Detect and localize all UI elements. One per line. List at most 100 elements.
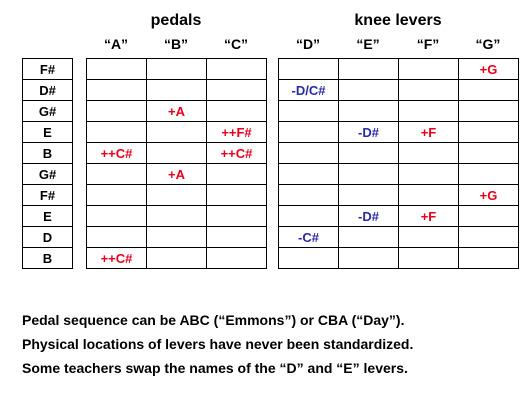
change-cell [86,226,147,248]
change-cell: +F [398,205,459,227]
change-cell [146,184,207,206]
change-cell [338,184,399,206]
knee-header-e: “E” [356,36,380,52]
change-cell [206,79,267,101]
pedal-row [86,205,267,227]
change-cell [338,100,399,122]
change-cell [206,184,267,206]
string-row: E [22,121,73,143]
change-cell [206,226,267,248]
change-cell [278,121,339,143]
change-cell [338,142,399,164]
change-cell [398,142,459,164]
change-cell: -D# [338,205,399,227]
change-cell [146,142,207,164]
change-cell [206,247,267,269]
change-cell: +G [458,184,519,206]
string-row: B [22,142,73,164]
change-cell: ++C# [86,247,147,269]
change-cell [278,142,339,164]
change-cell [398,247,459,269]
string-row: F# [22,58,73,80]
change-cell [278,58,339,80]
change-cell [458,163,519,185]
change-cell [458,100,519,122]
change-cell [338,247,399,269]
knee-row [278,163,519,185]
change-cell [458,205,519,227]
knee-header-f: “F” [416,36,440,52]
change-cell [206,163,267,185]
notes: Pedal sequence can be ABC (“Emmons”) or … [22,308,413,380]
string-cell: D [22,226,73,248]
change-cell [146,226,207,248]
note-line: Some teachers swap the names of the “D” … [22,360,408,376]
change-cell [278,100,339,122]
knee-lever-table: +G -D/C# -D# +F +G -D# +F -C# [278,58,519,269]
pedal-header-b: “B” [163,36,189,52]
knee-row [278,142,519,164]
pedal-row [86,226,267,248]
pedal-table: +A ++F# ++C# ++C# +A ++C# [86,58,267,269]
change-cell [86,121,147,143]
knee-header-d: “D” [295,36,321,52]
pedal-row: +A [86,163,267,185]
change-cell [458,226,519,248]
change-cell [398,100,459,122]
knee-row [278,100,519,122]
change-cell [86,163,147,185]
change-cell: -D# [338,121,399,143]
string-cell: F# [22,58,73,80]
change-cell [146,247,207,269]
change-cell: ++C# [206,142,267,164]
string-row: G# [22,163,73,185]
change-cell: +F [398,121,459,143]
note-line: Pedal sequence can be ABC (“Emmons”) or … [22,312,405,328]
knee-row: -C# [278,226,519,248]
string-cell: E [22,205,73,227]
knee-row: +G [278,184,519,206]
change-cell [458,79,519,101]
string-row: E [22,205,73,227]
string-cell: G# [22,100,73,122]
change-cell: +A [146,100,207,122]
string-cell: F# [22,184,73,206]
change-cell [458,121,519,143]
string-cell: D# [22,79,73,101]
change-cell [398,79,459,101]
change-cell [278,205,339,227]
change-cell: -D/C# [278,79,339,101]
change-cell [398,184,459,206]
knee-levers-title: knee levers [354,12,442,29]
change-cell [278,184,339,206]
change-cell: +G [458,58,519,80]
pedal-row [86,184,267,206]
knee-row: -D# +F [278,121,519,143]
change-cell [86,184,147,206]
change-cell [458,247,519,269]
change-cell [398,58,459,80]
string-cell: G# [22,163,73,185]
pedal-row [86,79,267,101]
change-cell [206,205,267,227]
change-cell [338,226,399,248]
pedal-header-a: “A” [103,36,129,52]
change-cell: -C# [278,226,339,248]
change-cell [278,163,339,185]
note-line: Physical locations of levers have never … [22,336,414,352]
change-cell [86,58,147,80]
change-cell: ++F# [206,121,267,143]
string-cell: B [22,247,73,269]
change-cell [398,163,459,185]
string-row: F# [22,184,73,206]
change-cell [278,247,339,269]
change-cell [146,79,207,101]
change-cell [86,205,147,227]
knee-row: -D# +F [278,205,519,227]
string-row: B [22,247,73,269]
pedal-row: ++C# ++C# [86,142,267,164]
knee-row [278,247,519,269]
change-cell [398,226,459,248]
pedal-row: ++F# [86,121,267,143]
pedal-header-c: “C” [223,36,249,52]
